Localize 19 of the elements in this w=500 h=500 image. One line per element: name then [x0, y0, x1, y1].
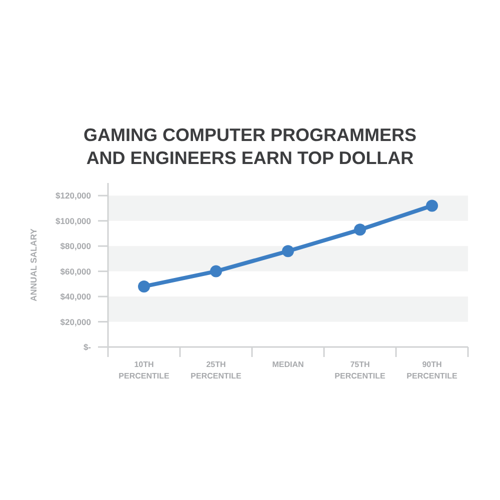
- x-tick-label: 75TH PERCENTILE: [334, 360, 386, 380]
- y-tick-label: $100,000: [56, 216, 92, 226]
- y-tick-label: $60,000: [60, 266, 92, 276]
- x-tick-label: 25TH PERCENTILE: [190, 360, 242, 380]
- y-tick-label: $20,000: [60, 316, 92, 327]
- point: [282, 245, 294, 258]
- y-tick-label: $-: [83, 342, 92, 352]
- point: [210, 265, 222, 278]
- chart-title: GAMING COMPUTER PROGRAMMERS AND ENGINEERS EARN TOP DOLLAR: [82, 124, 418, 170]
- point: [426, 200, 438, 212]
- x-tick-label: 90TH PERCENTILE: [406, 360, 458, 380]
- x-tick-label: MEDIAN: [272, 360, 304, 369]
- y-axis-title: ANNUAL SALARY: [28, 228, 38, 302]
- y-tick-label: $120,000: [56, 190, 92, 201]
- point: [354, 224, 366, 236]
- y-tick-label: $40,000: [60, 292, 92, 302]
- point: [138, 280, 150, 292]
- x-tick-label: 10TH PERCENTILE: [118, 360, 170, 380]
- y-tick-label: $80,000: [60, 241, 92, 252]
